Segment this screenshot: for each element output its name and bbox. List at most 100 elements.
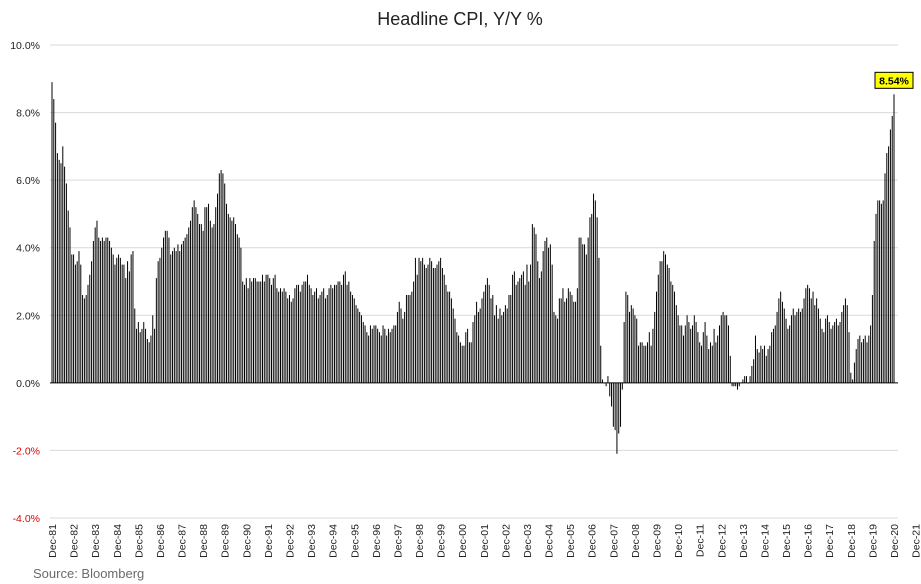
x-axis-labels: Dec-81 Dec-82 Dec-83 Dec-84 Dec-85 Dec-86 Dec-… <box>47 524 921 558</box>
bar <box>452 308 454 383</box>
bars <box>51 82 895 454</box>
bar <box>736 382 738 390</box>
bar <box>73 254 75 383</box>
bar <box>125 278 127 383</box>
bar <box>166 230 168 383</box>
bar <box>733 382 735 387</box>
bar <box>150 335 152 383</box>
bar <box>450 298 452 383</box>
bar <box>143 322 145 383</box>
bar <box>78 251 80 383</box>
bar <box>224 183 226 383</box>
bar <box>850 372 852 383</box>
bar <box>767 349 769 383</box>
bar <box>359 311 361 383</box>
bar <box>771 332 773 383</box>
bar <box>283 288 285 383</box>
bar <box>443 274 445 383</box>
bar <box>763 345 765 383</box>
x-tick-label: Dec-09 <box>652 524 664 558</box>
bar <box>798 308 800 383</box>
x-tick-label: Dec-92 <box>285 524 297 558</box>
bar <box>55 122 57 383</box>
bar <box>350 291 352 383</box>
bar <box>481 298 483 383</box>
bar <box>816 298 818 383</box>
bar <box>776 311 778 383</box>
bar <box>792 308 794 383</box>
bar <box>53 99 55 383</box>
bar <box>103 240 105 383</box>
bar <box>245 278 247 383</box>
bar <box>501 315 503 383</box>
bar <box>585 254 587 383</box>
bar <box>163 237 165 383</box>
bar <box>753 359 755 383</box>
bar <box>145 328 147 383</box>
x-tick-label: Dec-00 <box>457 524 469 558</box>
bar <box>218 173 220 383</box>
bar <box>137 322 139 383</box>
bar <box>467 328 469 383</box>
bar <box>843 305 845 383</box>
x-tick-label: Dec-14 <box>760 524 772 558</box>
bar <box>434 267 436 383</box>
bar <box>656 291 658 383</box>
bar <box>432 267 434 383</box>
bar <box>513 271 515 383</box>
bar <box>303 281 305 383</box>
bar <box>378 332 380 383</box>
bar <box>67 210 69 383</box>
bar <box>69 227 71 383</box>
bar <box>814 305 816 383</box>
x-tick-label: Dec-94 <box>328 524 340 558</box>
bar <box>306 274 308 383</box>
bar <box>817 308 819 383</box>
bar <box>634 315 636 383</box>
bar <box>638 345 640 383</box>
bar <box>647 342 649 383</box>
bar <box>254 278 256 383</box>
bar <box>551 264 553 383</box>
bar <box>729 355 731 383</box>
x-tick-label: Dec-10 <box>673 524 685 558</box>
bar <box>665 254 666 383</box>
bar <box>98 237 100 383</box>
x-tick-label: Dec-81 <box>47 524 59 558</box>
bar <box>571 295 573 383</box>
x-tick-label: Dec-03 <box>522 524 534 558</box>
bar <box>172 251 174 383</box>
bar <box>83 298 85 383</box>
bar <box>310 288 312 383</box>
bar <box>612 382 614 427</box>
bar <box>477 311 479 383</box>
bar <box>177 244 179 383</box>
bar <box>495 305 497 383</box>
bar <box>110 247 112 383</box>
bar <box>591 213 593 383</box>
bar <box>553 311 555 383</box>
bar <box>497 318 499 383</box>
bar <box>247 288 249 383</box>
bar <box>71 254 73 383</box>
bar <box>531 224 533 383</box>
bar <box>679 325 681 383</box>
bar <box>290 301 292 383</box>
bar <box>202 230 204 383</box>
bar <box>288 295 290 383</box>
bar <box>382 325 384 383</box>
y-tick-label: 2.0% <box>16 310 40 322</box>
bar <box>576 288 578 383</box>
bar <box>549 244 551 383</box>
bar <box>781 301 783 383</box>
bar <box>600 345 602 383</box>
bar <box>423 264 425 383</box>
x-tick-label: Dec-19 <box>867 524 879 558</box>
bar <box>681 325 683 383</box>
bar <box>380 335 382 383</box>
bar <box>702 332 704 383</box>
bar <box>882 200 884 383</box>
bar <box>479 308 481 383</box>
bar <box>657 274 659 383</box>
bar <box>683 335 684 383</box>
